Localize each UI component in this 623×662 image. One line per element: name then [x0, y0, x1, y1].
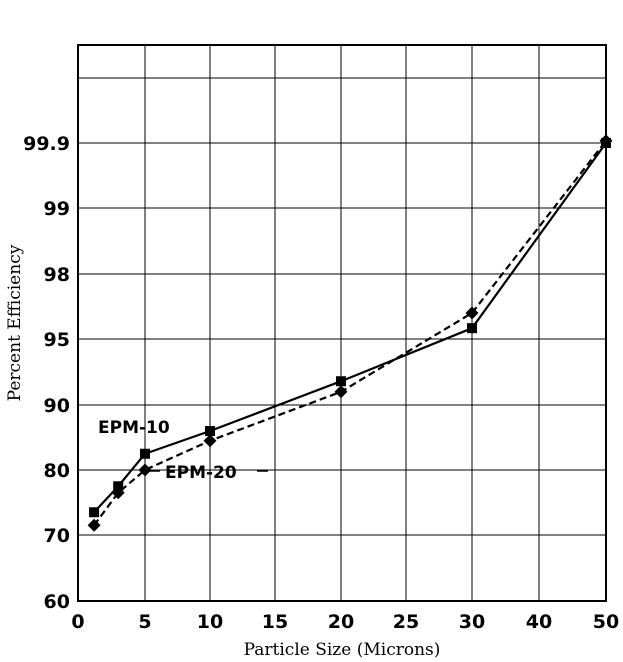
y-tick-labels: 60 70 80 90 95 98 99 99.9: [23, 133, 70, 613]
x-axis-title: Particle Size (Microns): [244, 640, 441, 660]
y-tick-label: 99: [44, 198, 70, 220]
series-line-epm-10: [93, 142, 607, 513]
x-tick-label: 15: [262, 611, 288, 633]
marker-epm-10-0: [89, 507, 100, 518]
x-tick-label: 0: [71, 611, 84, 633]
marker-epm-20-1: [111, 486, 125, 500]
x-tick-labels: 0 5 10 15 20 25 30 40 50: [71, 611, 619, 633]
x-tick-label: 25: [393, 611, 419, 633]
marker-epm-20-4: [334, 385, 348, 399]
y-tick-label: 98: [44, 264, 70, 286]
y-tick-label: 70: [44, 525, 70, 547]
y-axis-title: Percent Efficiency: [5, 244, 25, 401]
marker-epm-20-0: [87, 518, 101, 532]
marker-epm-10-5: [467, 323, 477, 334]
x-tick-label: 5: [138, 611, 151, 633]
y-tick-label: 80: [44, 460, 70, 482]
x-tick-label: 20: [328, 611, 354, 633]
series-label-epm-20: EPM-20: [165, 463, 237, 483]
x-tick-label: 10: [197, 611, 223, 633]
y-tick-label: 95: [44, 329, 70, 351]
marker-epm-20-2: [138, 463, 152, 477]
y-tick-label: 99.9: [23, 133, 70, 155]
x-tick-label: 30: [459, 611, 485, 633]
grid-lines: [78, 45, 606, 601]
x-tick-label: 40: [526, 611, 552, 633]
marker-epm-20-3: [203, 434, 217, 448]
marker-epm-10-2: [140, 448, 150, 459]
y-tick-label: 90: [44, 395, 70, 417]
marker-epm-10-3: [205, 426, 215, 436]
series-label-epm-10: EPM-10: [98, 418, 170, 438]
y-tick-label: 60: [44, 591, 70, 613]
plot-frame: [77, 44, 607, 602]
marker-epm-10-4: [336, 376, 346, 387]
marker-epm-20-5: [465, 306, 479, 320]
x-tick-label: 50: [593, 611, 619, 633]
